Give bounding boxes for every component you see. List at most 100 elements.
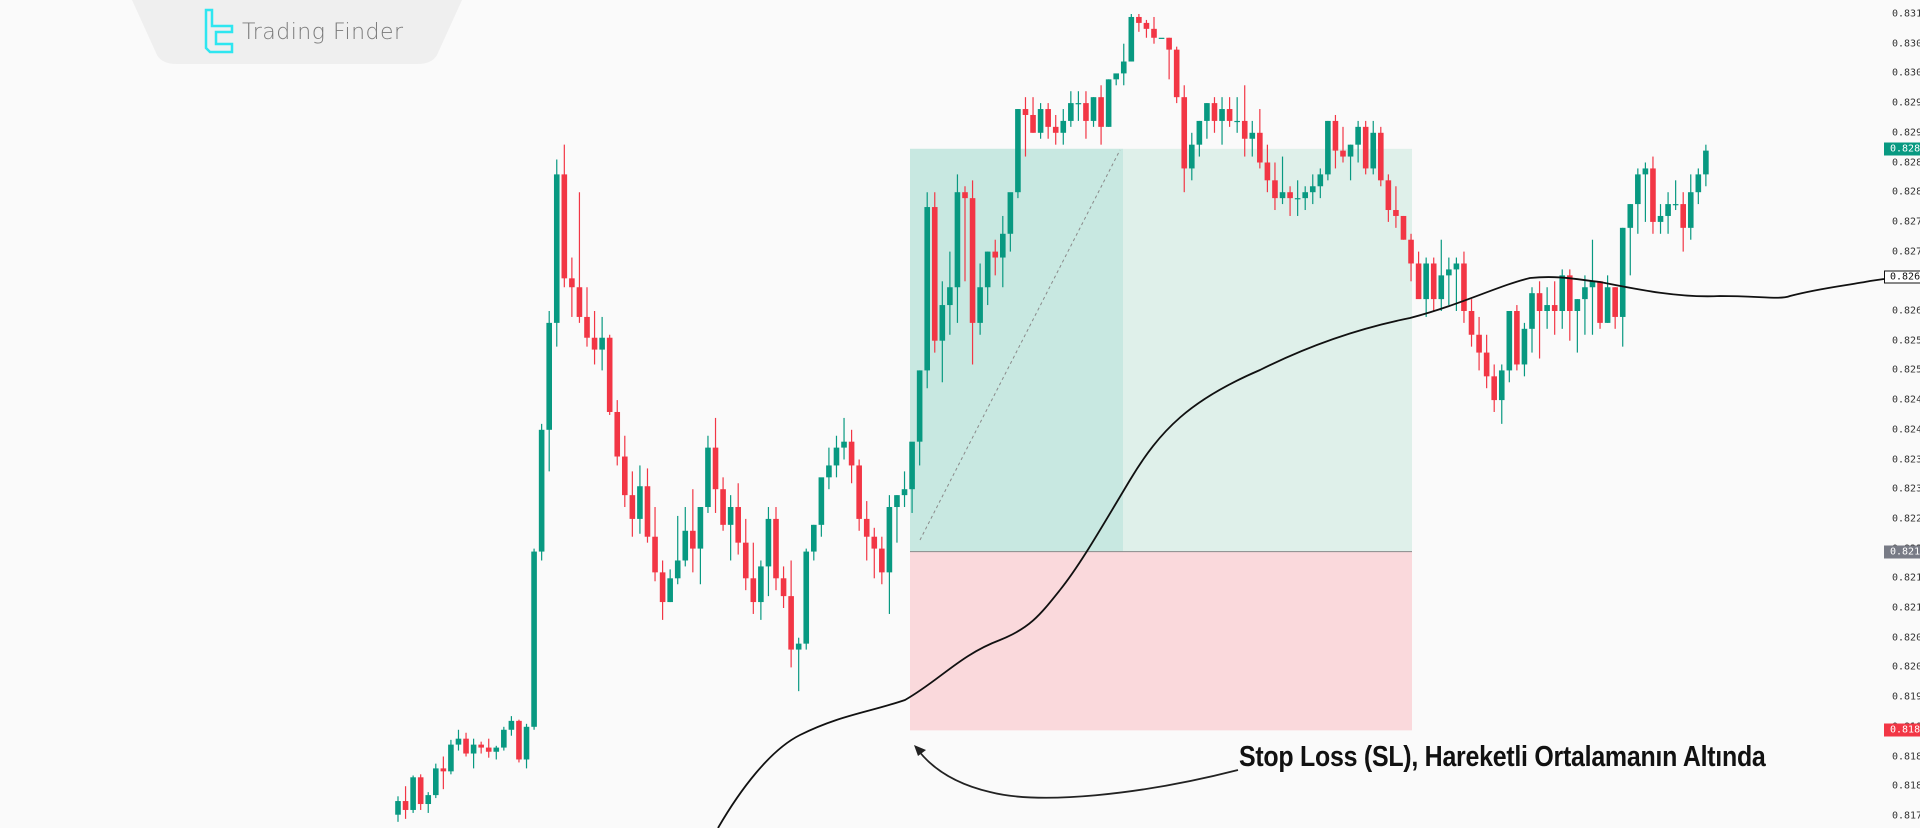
bullish-candle [523,726,530,760]
trading-finder-logo-icon [204,8,234,54]
candlestick-series [395,14,1709,822]
bullish-candle [1007,192,1014,234]
bearish-candle [1173,49,1180,98]
bullish-candle [1619,227,1626,317]
bullish-candle [1370,132,1377,169]
bullish-candle [1015,109,1021,193]
bullish-candle [1627,204,1634,228]
stop-loss-annotation: Stop Loss (SL), Hareketli Ortalamanın Al… [1239,741,1766,773]
bullish-candle [1635,174,1641,205]
bullish-candle [433,768,439,796]
bullish-candle [1204,103,1210,121]
price-axis-label: 0.82750 [1892,216,1920,228]
bearish-candle [1483,352,1490,377]
bullish-candle [939,305,946,341]
bullish-candle [1657,215,1664,222]
bearish-candle [1408,239,1414,264]
bullish-candle [1219,109,1225,121]
bullish-candle [697,507,704,549]
bearish-candle [1166,37,1172,50]
bullish-candle [1128,16,1135,62]
bullish-candle [1582,287,1588,300]
bearish-candle [1272,180,1278,199]
bullish-candle [1423,263,1429,300]
bearish-candle [576,287,583,317]
bearish-candle [1257,132,1263,163]
price-axis[interactable]: 0.83100 0.83050 0.83000 0.82950 0.82900 0.828… [1882,0,1920,828]
annotation-arrow [917,749,1239,799]
bullish-candle [410,777,416,810]
bearish-candle [1400,215,1407,240]
bearish-candle [1514,311,1520,365]
bearish-candle [1612,287,1618,317]
bullish-candle [667,578,673,603]
bullish-candle [1279,192,1286,199]
bearish-candle [1022,109,1029,115]
bearish-candle [1181,97,1188,169]
price-axis-label: 0.82250 [1892,513,1920,525]
bearish-candle [614,411,621,457]
bullish-candle [1105,79,1112,127]
price-axis-label: 0.83000 [1892,67,1920,79]
bearish-candle [871,536,878,549]
bearish-candle [856,465,862,519]
bullish-candle [1325,120,1331,175]
price-axis-label: 0.83050 [1892,38,1920,50]
bullish-candle [894,495,900,508]
price-axis-label: 0.82050 [1892,632,1920,644]
bearish-candle [962,192,968,199]
bearish-candle [659,572,666,603]
bullish-candle [1249,132,1256,139]
bearish-candle [780,578,787,597]
bullish-candle [1234,120,1240,123]
brand-logo-tab [132,0,462,64]
price-axis-label: 0.82550 [1892,335,1920,347]
bullish-candle [1453,263,1460,270]
bullish-candle [977,287,983,323]
bearish-candle [1468,311,1475,335]
bearish-candle [1650,168,1656,222]
bullish-candle [553,174,560,323]
long-position-tool[interactable] [910,148,1412,731]
bullish-candle [1158,37,1165,39]
bullish-candle [795,643,802,650]
bullish-candle [1589,281,1596,288]
bullish-candle [1090,97,1097,121]
bullish-candle [947,287,953,306]
price-axis-label: 0.82950 [1892,97,1920,109]
bullish-candle [531,551,537,727]
bullish-candle [493,747,500,752]
bearish-candle [1430,263,1437,300]
bullish-candle [705,447,711,508]
brand-name: Trading Finder [242,20,404,45]
bearish-candle [622,456,628,496]
bearish-candle [742,542,749,579]
bullish-candle [984,251,991,288]
bullish-candle [765,518,772,567]
bullish-candle [546,322,552,430]
bullish-candle [886,507,893,573]
bearish-candle [561,174,568,279]
bearish-candle [485,747,492,752]
price-axis-label: 0.81850 [1892,751,1920,762]
price-axis-label: 0.82300 [1892,483,1920,495]
bullish-candle [1120,61,1127,74]
bullish-candle [1060,120,1067,133]
bullish-candle [841,441,847,448]
stop-zone[interactable] [910,551,1412,731]
bullish-candle [1355,126,1361,145]
bearish-candle [1567,275,1573,311]
bullish-candle [1604,287,1611,323]
bullish-candle [1574,299,1581,311]
bearish-candle [931,207,938,341]
target-zone-filled[interactable] [910,148,1123,552]
bullish-candle [916,370,923,442]
bullish-candle [1559,275,1566,311]
bullish-candle [1317,174,1324,187]
bearish-candle [1393,210,1399,216]
price-axis-label: 0.82800 [1892,186,1920,198]
bullish-candle [425,795,432,805]
bullish-candle [1113,73,1119,80]
bearish-candle [652,536,658,573]
